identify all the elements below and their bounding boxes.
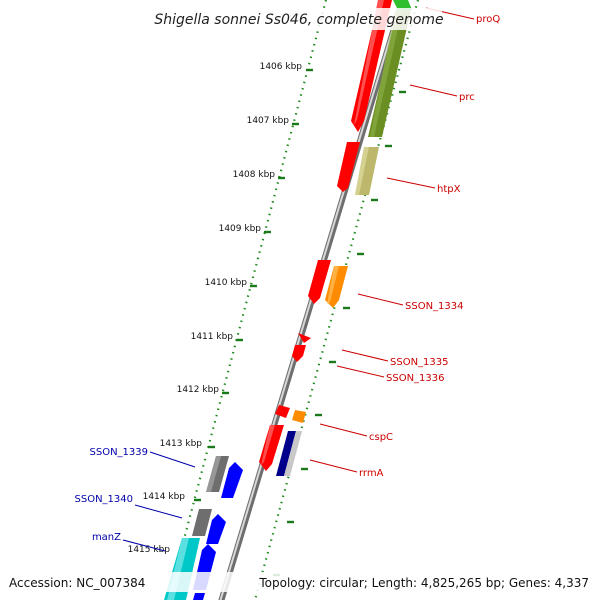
gene-feature[interactable] [206,456,221,492]
gene-feature[interactable] [192,509,212,536]
tick-label: 1413 kbp [160,439,203,449]
gene-feature[interactable] [327,266,339,304]
forward-gene-labels: proQ prc htpX SSON_1334 SSON_1335 SSON_1… [359,14,500,479]
gene-label-sson-1334[interactable]: SSON_1334 [405,301,464,312]
gene-label-manz[interactable]: manZ [92,532,121,543]
gene-label-cspc[interactable]: cspC [369,432,393,443]
map-title: Shigella sonnei Ss046, complete genome [154,12,443,28]
tick-label: 1410 kbp [205,278,248,288]
gene-label-prc[interactable]: prc [459,92,475,103]
tick-label: 1409 kbp [219,224,262,234]
tick-label: 1408 kbp [233,170,276,180]
gene-feature[interactable] [259,425,284,471]
gene-feature[interactable] [261,425,275,465]
gene-label-rrma[interactable]: rrmA [359,468,384,479]
gene-feature[interactable] [284,431,302,476]
tick-label: 1411 kbp [191,332,234,342]
footer-backdrop [4,572,596,592]
gene-feature[interactable] [292,410,306,423]
gene-label-sson-1339[interactable]: SSON_1339 [90,447,149,458]
tick-label: 1407 kbp [247,116,290,126]
gene-feature[interactable] [276,431,296,476]
gene-feature[interactable] [292,345,306,362]
tick-label: 1415 kbp [128,545,171,555]
gene-label-sson-1340[interactable]: SSON_1340 [75,494,134,505]
gene-label-sson-1335[interactable]: SSON_1335 [390,357,449,368]
tick-label: 1414 kbp [143,492,186,502]
tick-label: 1406 kbp [260,62,303,72]
gene-feature[interactable] [206,514,226,544]
accession-text: Accession: NC_007384 [9,576,145,590]
gene-feature[interactable] [354,0,384,125]
reverse-gene-labels: SSON_1339 SSON_1340 manZ [75,447,149,543]
gene-label-htpx[interactable]: htpX [437,184,461,195]
forward-strand-genes [259,0,412,476]
gene-label-proq[interactable]: proQ [476,14,500,25]
tick-labels: 1406 kbp 1407 kbp 1408 kbp 1409 kbp 1410… [128,62,303,555]
reverse-callout-lines [122,451,196,552]
gene-feature[interactable] [275,405,290,418]
gene-feature[interactable] [355,147,369,195]
tick-label: 1412 kbp [177,385,220,395]
gene-feature[interactable] [337,142,360,192]
ruler-ticks [180,68,406,577]
gene-feature[interactable] [193,593,205,600]
gene-feature[interactable] [298,333,311,343]
genome-summary-text: Topology: circular; Length: 4,825,265 bp… [258,576,589,590]
gene-label-sson-1336[interactable]: SSON_1336 [386,373,445,384]
gene-feature[interactable] [308,260,331,304]
gene-feature[interactable] [370,10,402,137]
title-backdrop [156,8,442,30]
gene-feature[interactable] [393,0,412,10]
gene-feature[interactable] [221,462,243,498]
